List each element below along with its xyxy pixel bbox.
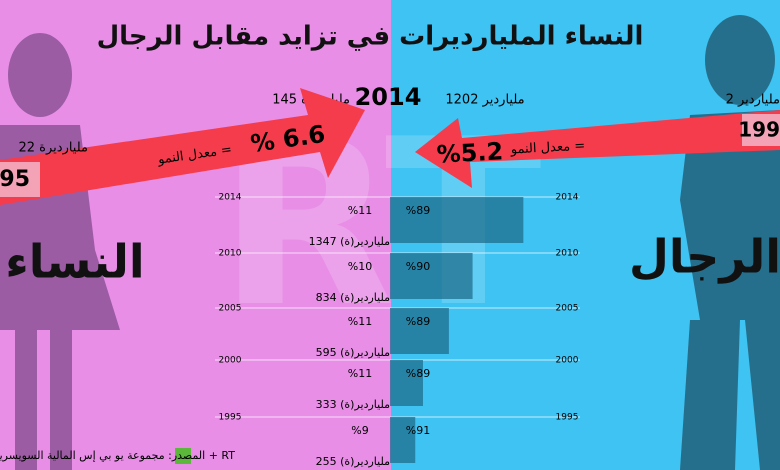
year-label-left: 1995 [219, 413, 242, 423]
men-2014: 1202 ملياردير [445, 93, 524, 108]
value-label: 333 ملياردير(ة) [316, 398, 391, 411]
women-label: النساء [5, 235, 144, 289]
men-share: %91 [406, 424, 430, 437]
man-silhouette [680, 15, 780, 470]
women-year-box [0, 162, 40, 197]
women-share: %11 [348, 367, 372, 380]
bar [390, 253, 473, 299]
men-share: %89 [406, 204, 430, 217]
women-share: %11 [348, 204, 372, 217]
bar [390, 197, 524, 243]
header-year: 2014 [355, 83, 422, 111]
source: المصدر: مجموعة يو بي إس المالية السويسري… [0, 449, 235, 462]
year-label-left: 2005 [219, 304, 242, 314]
women-arrow [0, 88, 365, 205]
women-count-1995: 22 مليارديرة [18, 141, 88, 156]
year-label-left: 2014 [219, 193, 242, 203]
year-label-left: 2010 [219, 249, 242, 259]
value-label: 834 ملياردير(ة) [316, 291, 391, 304]
men-arrow [415, 110, 780, 188]
year-label-right: 2010 [556, 249, 579, 259]
bar [390, 360, 423, 406]
men-year-1995: 199 [738, 118, 780, 142]
value-label: 1347 ملياردير(ة) [309, 235, 391, 248]
women-year-1995: 1995 [0, 167, 30, 192]
men-share: %89 [406, 315, 430, 328]
men-growth-label: معدل النمو = [509, 139, 585, 158]
men-label: الرجال [629, 230, 780, 284]
women-share: %11 [348, 315, 372, 328]
bar [390, 417, 416, 463]
men-growth-value: %5.2 [436, 137, 504, 168]
men-count-1995: 2 ملياردير [726, 93, 780, 108]
rt-logo [175, 448, 191, 464]
women-share: %9 [351, 424, 368, 437]
year-label-right: 1995 [556, 413, 579, 423]
value-label: 595 ملياردير(ة) [316, 346, 391, 359]
year-label-right: 2014 [556, 193, 579, 203]
men-year-box [742, 114, 780, 146]
bar [390, 308, 449, 354]
chart-title: النساء المليارديرات في تزايد مقابل الرجا… [97, 22, 644, 52]
value-label: 255 ملياردير(ة) [316, 455, 391, 468]
year-label-right: 2005 [556, 304, 579, 314]
men-share: %90 [406, 260, 430, 273]
year-label-right: 2000 [556, 356, 579, 366]
men-share: %89 [406, 367, 430, 380]
women-share: %10 [348, 260, 372, 273]
year-label-left: 2000 [219, 356, 242, 366]
